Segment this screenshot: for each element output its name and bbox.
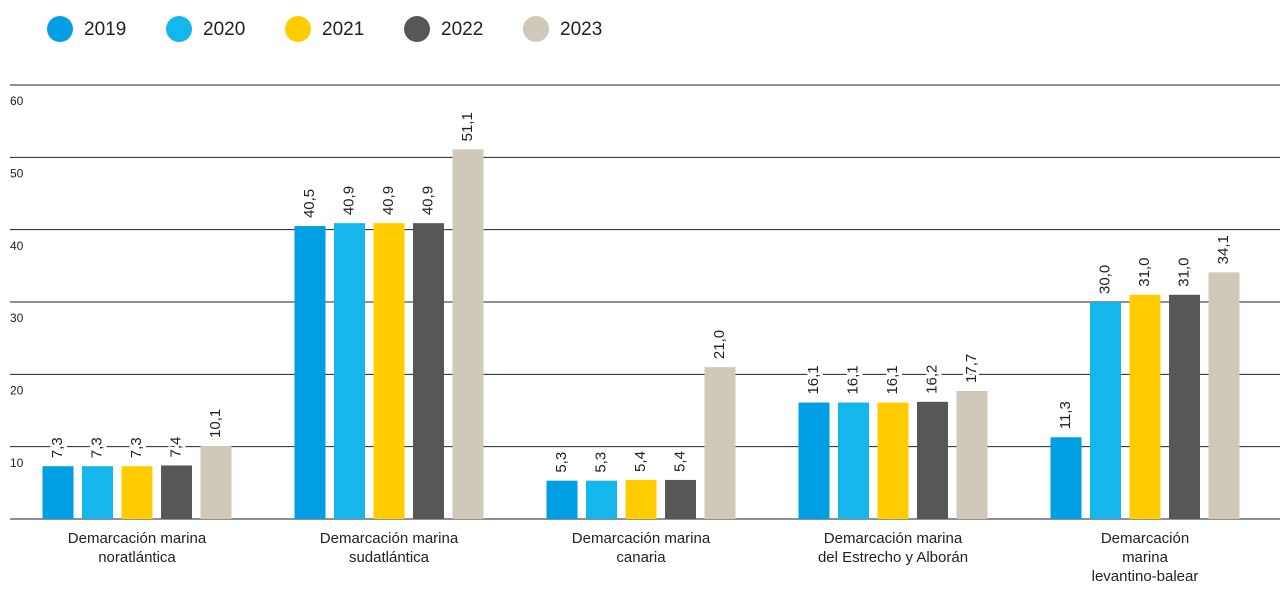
y-tick-label: 50 (10, 167, 24, 181)
bar (413, 223, 444, 519)
x-tick-label-box: Demarcación marina canaria (571, 530, 711, 566)
value-label: 5,4 (671, 451, 688, 472)
value-label: 51,1 (459, 112, 476, 141)
bar (1090, 302, 1121, 519)
legend-label: 2020 (203, 19, 245, 40)
y-tick-label: 10 (10, 456, 24, 470)
value-label: 7,3 (88, 437, 105, 458)
x-tick-label: Demarcación marina sudatlántica (319, 530, 459, 566)
value-label: 11,3 (1057, 401, 1074, 429)
value-label: 40,9 (419, 186, 436, 215)
x-tick-label-box: Demarcación marina del Estrecho y Alborá… (817, 530, 969, 566)
bar (1129, 294, 1161, 519)
value-label: 16,1 (884, 365, 901, 394)
bar (798, 402, 830, 519)
value-label: 7,3 (128, 437, 145, 458)
value-label: 7,3 (49, 437, 66, 458)
legend-swatch (285, 16, 311, 42)
legend-label: 2022 (441, 19, 483, 40)
bar (121, 466, 153, 519)
bar (917, 401, 948, 519)
value-label: 31,0 (1136, 258, 1153, 287)
bar (838, 402, 869, 519)
value-label: 5,3 (592, 452, 609, 473)
bar (877, 402, 909, 519)
bar (82, 466, 113, 519)
x-tick-label-box: Demarcación marina levantino-balear (1091, 530, 1199, 585)
value-label: 40,9 (340, 186, 357, 215)
legend-label: 2023 (560, 19, 602, 40)
x-tick-label: Demarcación marina del Estrecho y Alborá… (817, 530, 969, 566)
bar (373, 223, 405, 519)
bar (200, 445, 232, 519)
bar (452, 149, 484, 520)
value-label: 40,5 (301, 189, 318, 218)
value-label: 30,0 (1096, 265, 1113, 294)
legend-swatch (166, 16, 192, 42)
value-label: 16,2 (923, 365, 940, 394)
y-tick-label: 30 (10, 311, 24, 325)
value-label: 10,1 (207, 409, 224, 438)
y-tick-label: 60 (10, 94, 24, 108)
bar (161, 465, 192, 519)
legend-swatch (47, 16, 73, 42)
legend-label: 2019 (84, 19, 126, 40)
value-label: 34,1 (1215, 235, 1232, 264)
bar (665, 479, 696, 519)
value-label: 5,3 (553, 452, 570, 473)
bar (586, 480, 617, 519)
value-label: 16,1 (805, 365, 822, 394)
bar (1208, 272, 1240, 519)
bar (625, 479, 657, 519)
bar (956, 390, 988, 519)
value-label: 40,9 (380, 186, 397, 215)
bar (334, 223, 365, 519)
x-tick-label-box: Demarcación marina noratlántica (67, 530, 207, 566)
y-tick-label: 20 (10, 384, 24, 398)
x-tick-label: Demarcación marina noratlántica (67, 530, 207, 566)
x-tick-label: Demarcación marina canaria (571, 530, 711, 566)
value-label: 5,4 (632, 451, 649, 472)
bar (1050, 437, 1082, 519)
legend-label: 2021 (322, 19, 364, 40)
bar (546, 480, 578, 519)
x-tick-label: Demarcación marina levantino-balear (1091, 530, 1199, 585)
bar (1169, 294, 1200, 519)
bar (294, 226, 326, 520)
value-label: 31,0 (1175, 258, 1192, 287)
value-label: 21,0 (711, 330, 728, 359)
value-label: 17,7 (963, 354, 980, 383)
bar (42, 466, 74, 519)
y-tick-label: 40 (10, 239, 24, 253)
legend-swatch (523, 16, 549, 42)
legend-swatch (404, 16, 430, 42)
bar (704, 367, 736, 519)
value-label: 16,1 (844, 365, 861, 394)
x-tick-label-box: Demarcación marina sudatlántica (319, 530, 459, 566)
value-label: 7,4 (167, 437, 184, 458)
